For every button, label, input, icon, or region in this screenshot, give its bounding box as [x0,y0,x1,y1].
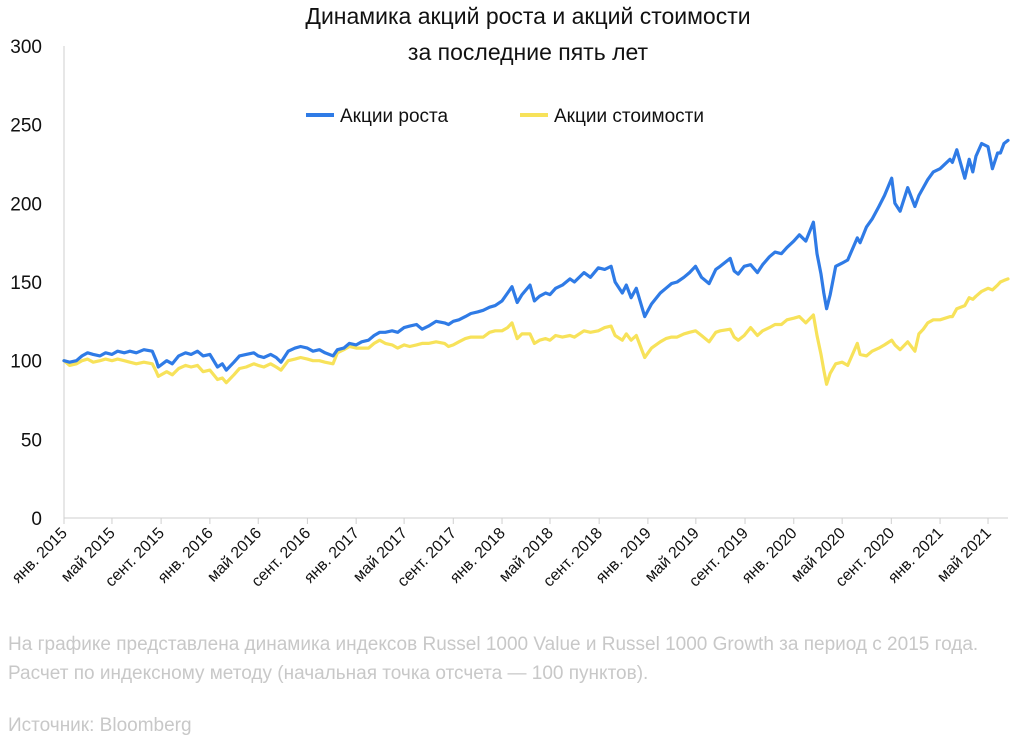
chart-source: Источник: Bloomberg [8,715,192,736]
y-tick-label: 100 [10,352,42,373]
y-tick-label: 150 [10,273,42,294]
legend: Акции роста Акции стоимости [306,106,704,127]
chart-title-line-1: Динамика акций роста и акций стоимости [305,3,750,29]
y-tick-label: 0 [31,509,42,530]
chart-note: На графике представлена динамика индексо… [8,634,979,684]
legend-label-growth: Акции роста [340,106,448,127]
y-tick-label: 250 [10,116,42,137]
chart-title-line-2: за последние пять лет [408,39,649,65]
y-tick-label: 300 [10,37,42,58]
y-tick-label: 200 [10,194,42,215]
series-line-value [62,277,1010,386]
legend-label-value: Акции стоимости [554,106,704,127]
series-line-growth [62,138,1010,372]
y-axis: 0 50 100 150 200 250 300 [10,37,65,530]
y-tick-label: 50 [21,430,42,451]
series-layer [62,138,1010,386]
